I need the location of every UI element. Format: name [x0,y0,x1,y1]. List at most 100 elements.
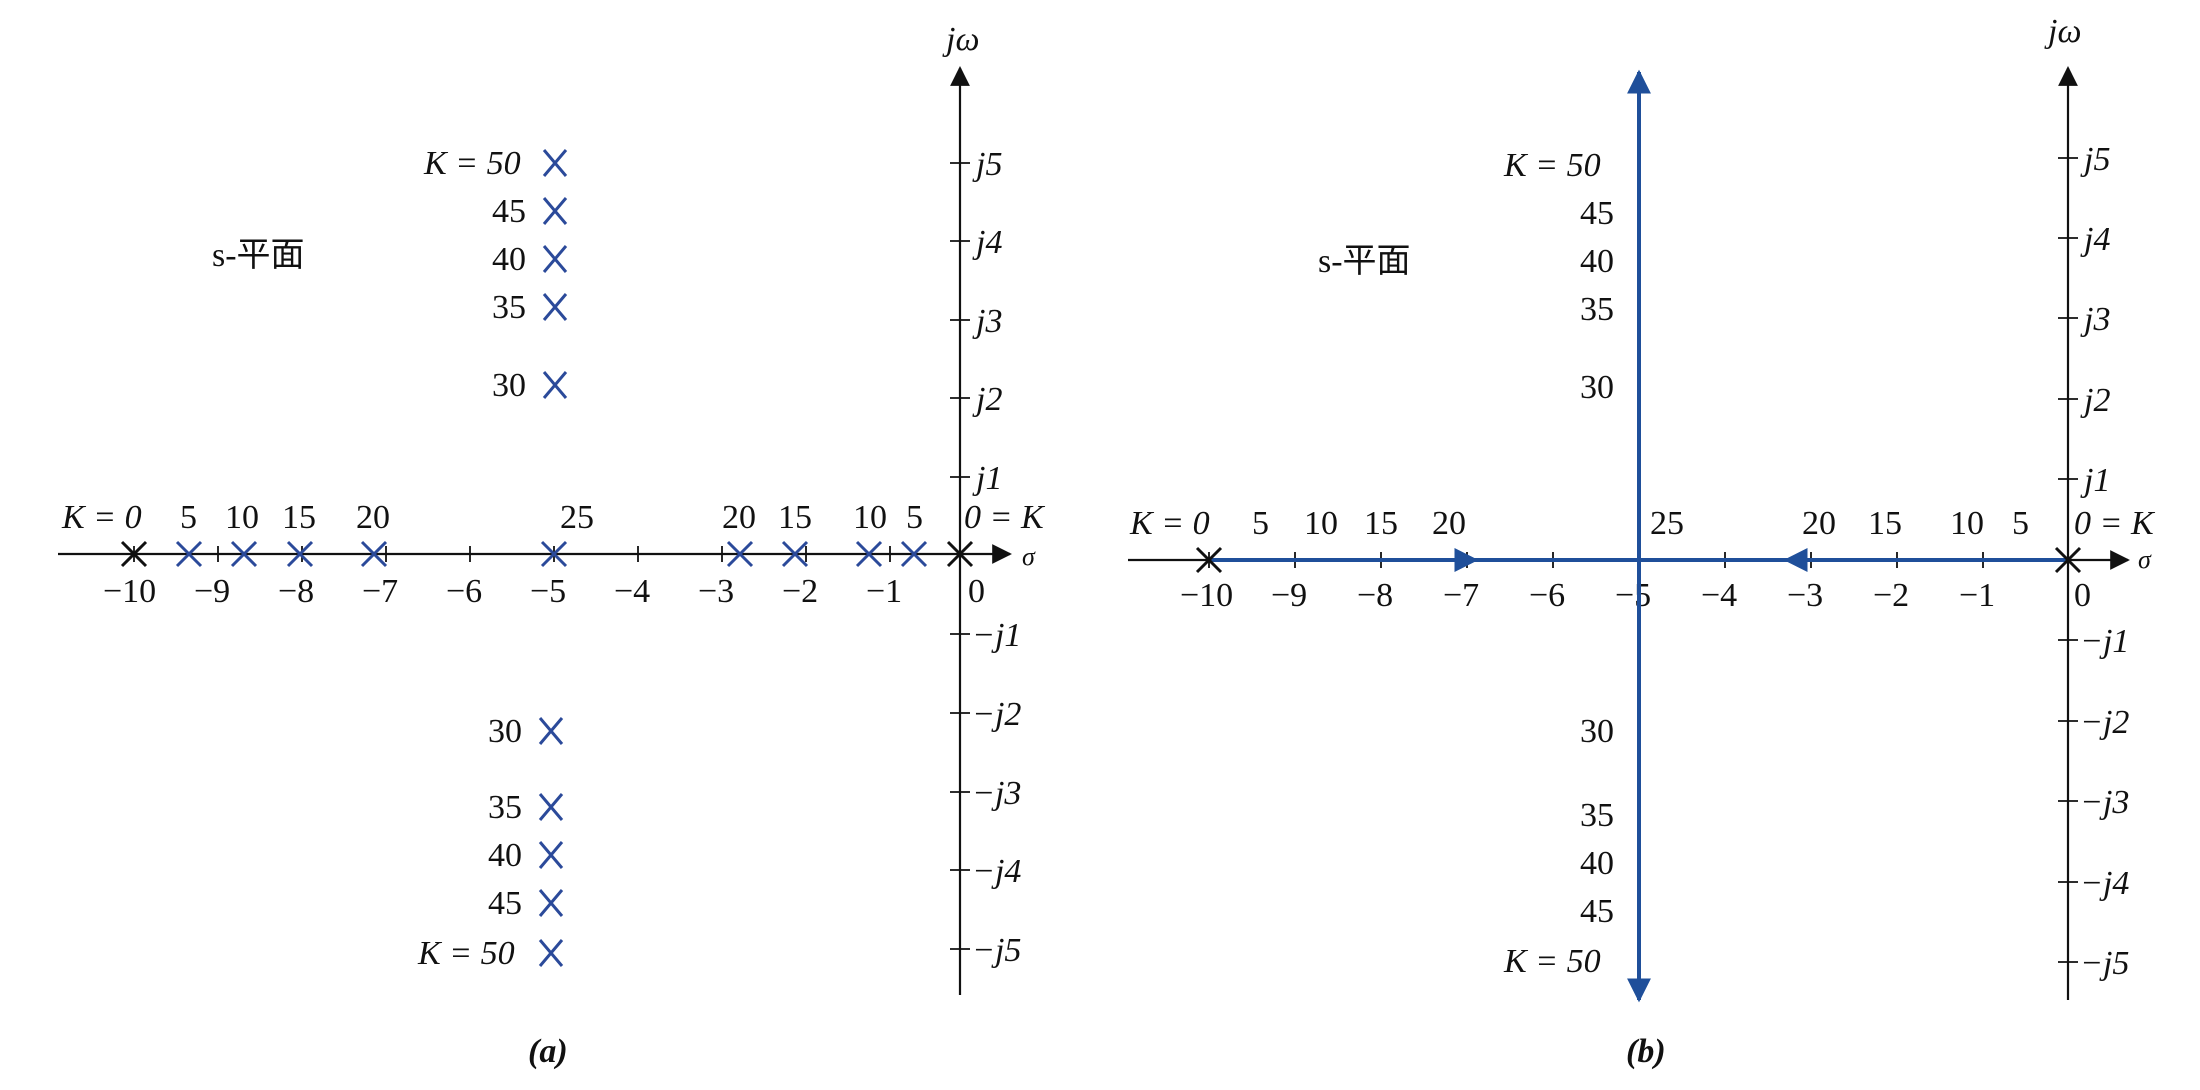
tick-label: 0 [2074,577,2091,614]
gain-label: 25 [560,499,594,536]
upper-poles-a [542,149,568,399]
gain-label: 30 [1580,369,1614,406]
pole-marker [538,717,564,745]
gain-label: 20 [1802,505,1836,542]
gain-label: 10 [853,499,887,536]
gain-label: 10 [1304,505,1338,542]
gain-label: 10 [1950,505,1984,542]
gain-label: 0 = K [964,499,1046,536]
tick-label: −8 [1357,577,1393,614]
tick-label: −j5 [972,932,1021,969]
pole-marker [542,245,568,273]
tick-label: −9 [194,573,230,610]
pole-marker [538,793,564,821]
gain-label: 5 [1252,505,1269,542]
gain-label: 35 [1580,291,1614,328]
tick-label: −10 [103,573,156,610]
panel-b: jω σ −10 −9 −8 −7 −6 −5 −4 −3 −2 −1 0 [1128,13,2156,1070]
pole-marker [855,540,883,568]
gain-label: 45 [1580,195,1614,232]
pole-marker [538,939,564,967]
gain-label: 35 [488,789,522,826]
gain-label: 40 [488,837,522,874]
tick-label: −3 [698,573,734,610]
pole-marker [230,540,258,568]
gain-label: 40 [1580,243,1614,280]
gain-label: K = 50 [1503,943,1601,980]
gain-label: 30 [488,713,522,750]
gain-label: 20 [722,499,756,536]
gain-label: 30 [1580,713,1614,750]
tick-label: j2 [972,381,1002,418]
imag-tick-labels-b: j5 j4 j3 j2 j1 −j1 −j2 −j3 −j4 −j5 [2080,141,2129,982]
gain-label: 35 [1580,797,1614,834]
panel-a: jω σ −10 −9 −8 −7 −6 −5 −4 −3 −2 −1 [58,21,1046,1070]
pole-marker [175,540,203,568]
real-axis-label-b: σ [2138,545,2152,574]
pole-marker [120,540,148,568]
lower-poles-a [538,717,564,967]
gain-label: 15 [282,499,316,536]
pole-marker [726,540,754,568]
real-axis-gain-labels-b: K = 0 5 10 15 20 25 20 15 10 5 0 = K [1129,505,2156,542]
imag-axis-label-a: jω [942,21,979,58]
gain-label: K = 0 [61,499,142,536]
gain-label: 25 [1650,505,1684,542]
tick-label: −j1 [972,617,1021,654]
tick-label: −5 [530,573,566,610]
gain-label: 45 [488,885,522,922]
gain-label: 5 [180,499,197,536]
gain-label: 35 [492,289,526,326]
pole-marker [540,540,568,568]
imag-ticks-a [950,162,970,950]
tick-label: −8 [278,573,314,610]
gain-label: 15 [778,499,812,536]
tick-label: −5 [1615,577,1651,614]
pole-marker [1195,546,1223,574]
tick-label: −4 [614,573,650,610]
pole-marker [946,540,974,568]
tick-label: −10 [1180,577,1233,614]
gain-label: 5 [2012,505,2029,542]
tick-label: −1 [866,573,902,610]
gain-label: 15 [1868,505,1902,542]
caption-b: (b) [1626,1033,1666,1070]
gain-label: K = 50 [1503,147,1601,184]
tick-label: j1 [972,460,1002,497]
gain-label: 5 [906,499,923,536]
tick-label: −j4 [972,853,1021,890]
gain-label: 20 [1432,505,1466,542]
pole-marker [360,540,388,568]
gain-label: 10 [225,499,259,536]
pole-marker [542,197,568,225]
s-plane-label-b: s-平面 [1318,243,1411,280]
tick-label: −j1 [2080,623,2129,660]
pole-marker [542,293,568,321]
lower-gain-labels-a: 30 35 40 45 K = 50 [417,713,522,972]
gain-label: 30 [492,367,526,404]
tick-label: −7 [362,573,398,610]
tick-label: −4 [1701,577,1737,614]
pole-marker [781,540,809,568]
pole-marker [286,540,314,568]
pole-marker [900,540,928,568]
tick-label: j2 [2080,382,2110,419]
real-axis-gain-labels-a: K = 0 5 10 15 20 25 20 15 10 5 0 = K [61,499,1046,536]
gain-label: K = 50 [423,145,521,182]
lower-gain-labels-b: 30 35 40 45 K = 50 [1503,713,1614,980]
tick-label: −j3 [2080,784,2129,821]
tick-label: j5 [2080,141,2110,178]
real-tick-labels-a: −10 −9 −8 −7 −6 −5 −4 −3 −2 −1 0 [103,573,985,610]
imag-ticks-b [2058,157,2078,963]
tick-label: −9 [1271,577,1307,614]
tick-label: j5 [972,146,1002,183]
tick-label: j3 [972,303,1002,340]
tick-label: −j2 [2080,704,2129,741]
gain-label: 15 [1364,505,1398,542]
pole-marker [538,889,564,917]
gain-label: 0 = K [2074,505,2156,542]
gain-label: 45 [1580,893,1614,930]
tick-label: −2 [1873,577,1909,614]
tick-label: j4 [2080,221,2110,258]
